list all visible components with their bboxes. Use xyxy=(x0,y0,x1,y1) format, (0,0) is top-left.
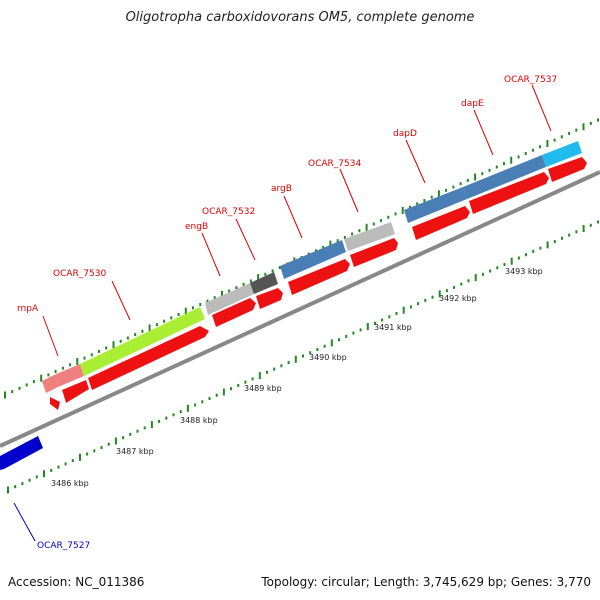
genome-title: Oligotropha carboxidovorans OM5, complet… xyxy=(125,10,475,25)
scale-label: 3492 kbp xyxy=(439,294,477,303)
gene-block-ocar-7530[interactable] xyxy=(80,307,205,376)
scale-label: 3491 kbp xyxy=(374,323,412,332)
cds-arrow[interactable] xyxy=(212,298,256,327)
gene-label-ocar-7532[interactable]: OCAR_7532 xyxy=(202,207,255,217)
gene-block-dape[interactable] xyxy=(463,155,546,199)
leader-line-blue xyxy=(13,502,36,542)
gene-label-ocar-7537[interactable]: OCAR_7537 xyxy=(504,75,557,85)
leader-line xyxy=(339,168,359,213)
cds-arrow[interactable] xyxy=(288,259,350,295)
leader-line xyxy=(201,232,221,277)
accession-text: Accession: NC_011386 xyxy=(8,575,145,589)
leader-line xyxy=(405,139,426,184)
gene-label-rnpa[interactable]: rnpA xyxy=(17,304,39,314)
cds-arrow[interactable] xyxy=(548,157,587,182)
leader-line xyxy=(473,109,494,156)
gene-block-rnpa[interactable] xyxy=(54,364,84,387)
leader-line xyxy=(42,315,59,357)
genome-backbone xyxy=(0,170,600,448)
cds-arrow[interactable] xyxy=(256,288,283,309)
scale-label: 3487 kbp xyxy=(116,447,154,456)
leader-line xyxy=(531,84,552,132)
gene-block-ocar-7532[interactable] xyxy=(250,272,278,294)
cds-arrow[interactable] xyxy=(62,380,89,403)
scale-label: 3490 kbp xyxy=(309,353,347,362)
leader-line xyxy=(111,280,131,321)
scale-labels: 3486 kbp 3487 kbp 3488 kbp 3489 kbp 3490… xyxy=(51,267,543,488)
gene-label-argb[interactable]: argB xyxy=(271,184,292,194)
cds-arrow[interactable] xyxy=(469,172,549,214)
leader-line xyxy=(283,195,303,239)
gene-block-rnpa-left[interactable] xyxy=(42,375,58,393)
gene-label-ocar-7534[interactable]: OCAR_7534 xyxy=(308,159,361,169)
scale-label: 3493 kbp xyxy=(505,267,543,276)
cds-track xyxy=(50,157,587,410)
scale-label: 3486 kbp xyxy=(51,479,89,488)
topology-text: Topology: circular; Length: 3,745,629 bp… xyxy=(261,575,591,589)
scale-label: 3489 kbp xyxy=(244,384,282,393)
gene-block-engb[interactable] xyxy=(205,283,254,315)
gene-label-engb[interactable]: engB xyxy=(185,222,208,232)
gene-block-ocar-7527[interactable] xyxy=(0,436,43,470)
cds-arrow[interactable] xyxy=(350,238,398,267)
gene-label-ocar-7527[interactable]: OCAR_7527 xyxy=(37,541,90,551)
scale-tick-row xyxy=(7,220,599,494)
upper-tick-row xyxy=(4,118,599,399)
gene-block-argb[interactable] xyxy=(280,240,346,279)
cds-arrow[interactable] xyxy=(50,397,60,410)
scale-label: 3488 kbp xyxy=(180,416,218,425)
cds-arrow[interactable] xyxy=(412,206,470,240)
leader-line xyxy=(235,218,256,261)
gene-block-ocar-7534[interactable] xyxy=(344,222,395,251)
cds-arrow[interactable] xyxy=(88,326,209,390)
label-leaders xyxy=(42,84,552,357)
gene-track xyxy=(42,141,582,393)
gene-label-dapd[interactable]: dapD xyxy=(393,129,417,139)
gene-label-ocar-7530[interactable]: OCAR_7530 xyxy=(53,269,106,279)
gene-labels: rnpA OCAR_7530 engB OCAR_7532 argB OCAR_… xyxy=(17,75,557,551)
gene-block-ocar-7537[interactable] xyxy=(542,141,582,167)
gene-label-dape[interactable]: dapE xyxy=(461,99,484,109)
gene-block-dapd[interactable] xyxy=(404,187,467,223)
